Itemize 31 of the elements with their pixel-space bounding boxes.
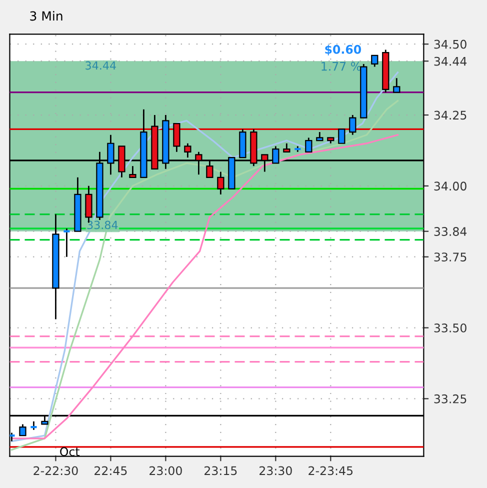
candlestick	[62, 228, 71, 258]
candlestick	[173, 122, 180, 153]
x-tick-label: 2-22:30	[34, 466, 78, 476]
candlestick	[19, 424, 26, 436]
y-tick-label: 34.00	[434, 182, 466, 191]
candlestick	[217, 171, 224, 196]
candlestick	[393, 77, 400, 94]
x-tick-label: 23:15	[204, 466, 237, 476]
annotation: 33.84	[87, 220, 118, 230]
y-tick-label: 34.25	[434, 110, 466, 120]
x-tick-label: 23:30	[260, 466, 292, 476]
candlestick	[371, 54, 378, 68]
x-tick-label: 22:45	[94, 466, 127, 476]
annotation: Oct	[60, 447, 80, 456]
candlestick	[338, 128, 346, 144]
y-tick-label: 34.44	[434, 56, 467, 66]
y-tick-label: 33.75	[434, 252, 466, 262]
y-tick-label: 33.25	[434, 394, 466, 404]
y-tick-label: 33.50	[434, 323, 466, 332]
x-tick-label: 2-23:45	[308, 466, 353, 476]
candlestick	[349, 114, 356, 136]
candlestick	[129, 165, 136, 178]
y-tick-label: 33.84	[434, 227, 467, 236]
candlestick	[184, 142, 192, 158]
y-tick-label: 34.50	[434, 40, 466, 49]
x-tick-label: 23:00	[150, 466, 182, 476]
annotation: 1.77 %	[322, 62, 361, 71]
candlestick	[305, 137, 312, 153]
chart-title: 3 Min	[30, 11, 62, 21]
annotation: 34.44	[86, 61, 116, 70]
annotation: $0.60	[325, 44, 362, 56]
